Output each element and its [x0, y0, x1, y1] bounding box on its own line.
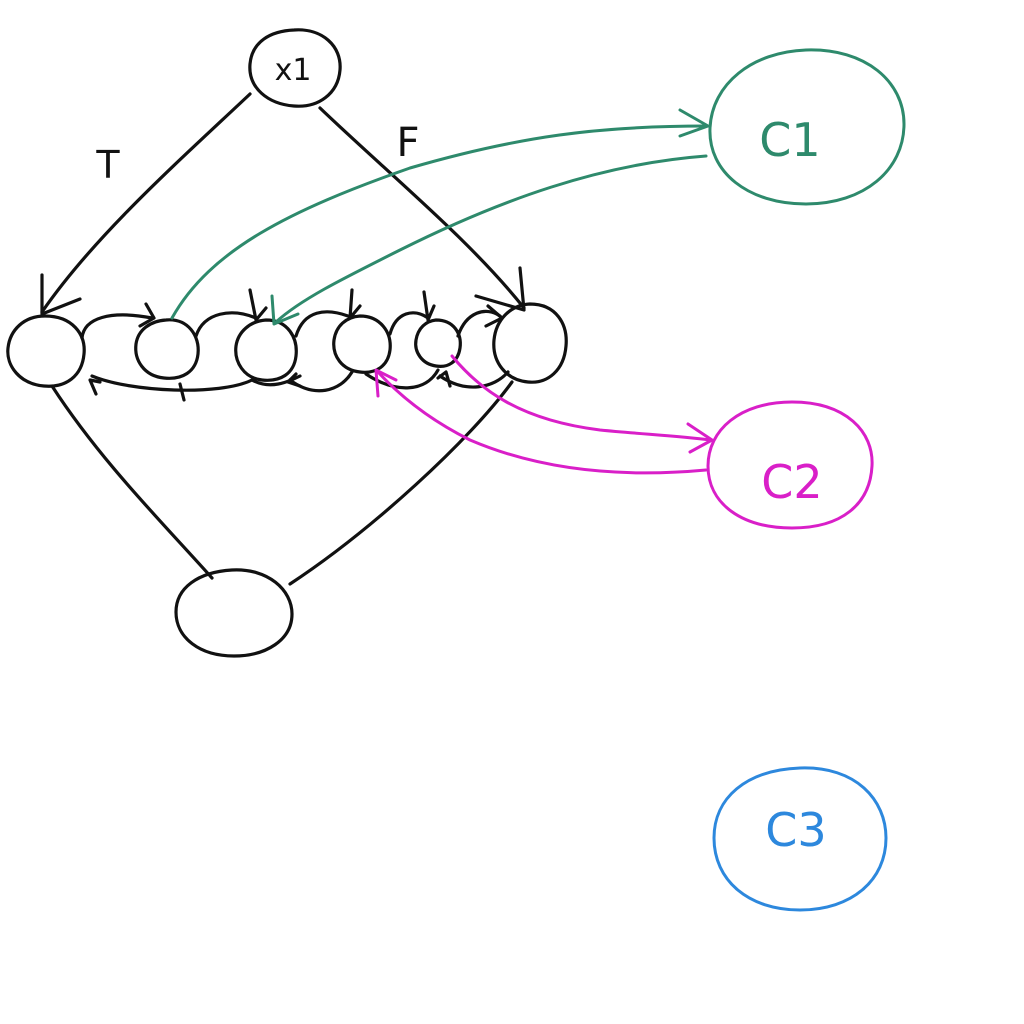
merge-edges — [50, 380, 514, 586]
cluster-c1-label: C1 — [759, 113, 820, 167]
node-chain — [6, 288, 568, 402]
cluster-c3-label: C3 — [765, 803, 826, 857]
chain-node-3 — [234, 318, 298, 382]
join-node — [174, 568, 294, 658]
chain-node-4 — [332, 314, 392, 374]
root-node-label: x1 — [275, 53, 312, 88]
cluster-c2-label: C2 — [761, 455, 822, 509]
cluster-c1: C1 — [170, 48, 906, 326]
root-node: x1 — [248, 28, 342, 108]
chain-node-1 — [6, 314, 86, 388]
true-branch-edge — [40, 92, 252, 316]
true-branch-label: T — [95, 143, 120, 187]
cluster-c2: C2 — [374, 354, 874, 530]
cluster-c3: C3 — [712, 766, 888, 912]
false-branch-label: F — [396, 120, 419, 166]
false-branch-edge — [318, 106, 526, 312]
chain-node-2 — [134, 318, 200, 380]
chain-node-6 — [492, 302, 568, 384]
